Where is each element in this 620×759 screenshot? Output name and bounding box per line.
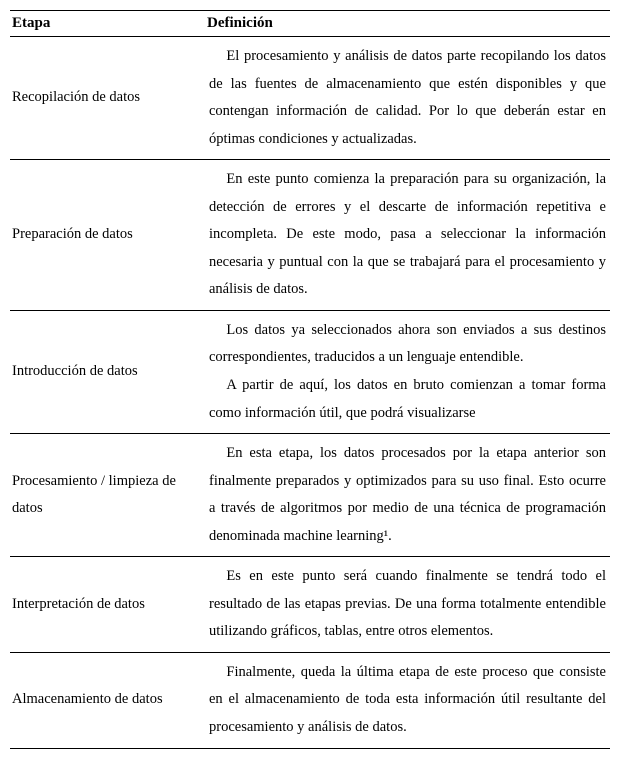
table-header-row: Etapa Definición [10, 11, 610, 37]
cell-etapa: Procesamiento / limpieza de datos [10, 434, 205, 557]
definicion-paragraph: A partir de aquí, los datos en bruto com… [209, 372, 606, 427]
cell-etapa: Recopilación de datos [10, 37, 205, 160]
table-row: Preparación de datosEn este punto comien… [10, 160, 610, 311]
definicion-paragraph: En este punto comienza la preparación pa… [209, 166, 606, 304]
cell-definicion: En esta etapa, los datos procesados por … [205, 434, 610, 557]
header-definicion: Definición [205, 11, 610, 37]
cell-definicion: Es en este punto será cuando finalmente … [205, 557, 610, 653]
table-body: Recopilación de datosEl procesamiento y … [10, 37, 610, 749]
cell-etapa: Almacenamiento de datos [10, 652, 205, 748]
table-row: Recopilación de datosEl procesamiento y … [10, 37, 610, 160]
definicion-paragraph: El procesamiento y análisis de datos par… [209, 43, 606, 153]
table-row: Almacenamiento de datosFinalmente, queda… [10, 652, 610, 748]
cell-definicion: El procesamiento y análisis de datos par… [205, 37, 610, 160]
table-row: Interpretación de datosEs en este punto … [10, 557, 610, 653]
header-etapa: Etapa [10, 11, 205, 37]
cell-etapa: Preparación de datos [10, 160, 205, 311]
cell-definicion: Los datos ya seleccionados ahora son env… [205, 310, 610, 433]
cell-definicion: En este punto comienza la preparación pa… [205, 160, 610, 311]
cell-etapa: Interpretación de datos [10, 557, 205, 653]
definicion-paragraph: En esta etapa, los datos procesados por … [209, 440, 606, 550]
stages-table: Etapa Definición Recopilación de datosEl… [10, 10, 610, 749]
definicion-paragraph: Es en este punto será cuando finalmente … [209, 563, 606, 646]
table-row: Introducción de datosLos datos ya selecc… [10, 310, 610, 433]
table-row: Procesamiento / limpieza de datosEn esta… [10, 434, 610, 557]
cell-definicion: Finalmente, queda la última etapa de est… [205, 652, 610, 748]
definicion-paragraph: Finalmente, queda la última etapa de est… [209, 659, 606, 742]
definicion-paragraph: Los datos ya seleccionados ahora son env… [209, 317, 606, 372]
cell-etapa: Introducción de datos [10, 310, 205, 433]
